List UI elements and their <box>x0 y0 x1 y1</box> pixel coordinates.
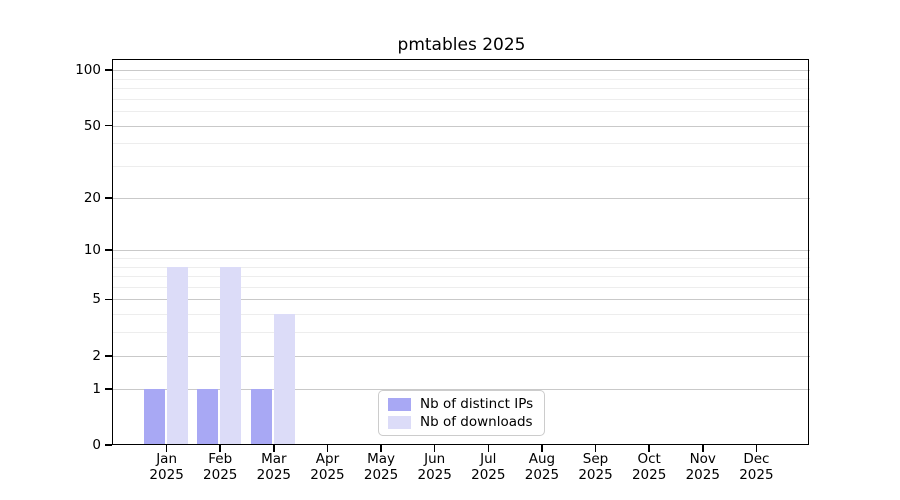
gridline-minor <box>113 332 810 334</box>
gridline-minor <box>113 276 810 278</box>
legend-item-distinct-ips: Nb of distinct IPs <box>388 396 536 412</box>
legend-item-downloads: Nb of downloads <box>388 414 536 430</box>
y-tick-label: 0 <box>92 437 101 453</box>
legend-label-distinct-ips: Nb of distinct IPs <box>420 396 534 412</box>
gridline-major <box>113 197 810 199</box>
gridline-minor <box>113 314 810 316</box>
y-tick-label: 50 <box>83 117 101 134</box>
y-tick-mark <box>105 196 112 199</box>
gridline-major <box>113 250 810 252</box>
x-tick-label: Sep 2025 <box>578 451 613 483</box>
chart-title: pmtables 2025 <box>397 35 526 55</box>
y-tick-mark <box>105 354 112 357</box>
x-tick-label: Aug 2025 <box>524 451 560 483</box>
gridline-major <box>113 70 810 72</box>
y-tick-mark <box>105 387 112 390</box>
y-tick-label: 10 <box>83 242 101 259</box>
bar-nb-of-downloads-jan <box>166 266 188 445</box>
x-tick-label: Oct 2025 <box>631 451 667 483</box>
y-tick-label: 5 <box>92 291 101 308</box>
gridline-minor <box>113 257 810 259</box>
y-tick-label: 2 <box>92 347 101 364</box>
x-tick-label: Dec 2025 <box>739 451 774 483</box>
x-tick-label: Jun 2025 <box>417 451 452 483</box>
y-tick-mark <box>105 298 112 301</box>
x-tick-mark <box>594 445 597 452</box>
x-tick-label: Feb 2025 <box>203 451 238 483</box>
plot-area <box>113 60 810 445</box>
gridline-minor <box>113 266 810 268</box>
x-tick-mark <box>648 445 650 452</box>
x-tick-label: Jul 2025 <box>471 451 506 483</box>
gridline-minor <box>113 286 810 288</box>
bar-nb-of-distinct-ips-mar <box>250 388 272 445</box>
x-tick-mark <box>755 445 758 452</box>
x-tick-mark <box>487 445 490 452</box>
y-tick-mark <box>105 249 112 252</box>
gridline-minor <box>113 78 810 80</box>
x-tick-mark <box>541 445 543 452</box>
gridline-major <box>113 355 810 357</box>
x-tick-mark <box>326 445 329 452</box>
x-tick-mark <box>273 445 275 452</box>
legend-swatch-downloads <box>388 415 411 429</box>
bar-nb-of-distinct-ips-feb <box>197 388 219 445</box>
x-tick-label: Nov 2025 <box>685 451 720 483</box>
gridline-major <box>113 299 810 301</box>
y-tick-label: 20 <box>83 189 101 206</box>
x-tick-label: May 2025 <box>363 451 399 483</box>
x-tick-label: Apr 2025 <box>310 451 345 483</box>
y-tick-mark <box>105 124 112 127</box>
bar-nb-of-distinct-ips-jan <box>143 388 165 445</box>
legend-swatch-distinct-ips <box>388 397 411 411</box>
gridline-minor <box>113 98 810 100</box>
y-tick-label: 100 <box>75 62 101 79</box>
legend-label-downloads: Nb of downloads <box>420 414 533 430</box>
gridline-minor <box>113 143 810 145</box>
gridline-minor <box>113 166 810 168</box>
x-tick-mark <box>433 445 436 452</box>
y-tick-label: 1 <box>92 380 101 397</box>
gridline-minor <box>113 111 810 113</box>
gridline-major <box>113 388 810 390</box>
x-tick-label: Jan 2025 <box>149 451 184 483</box>
x-tick-mark <box>219 445 222 452</box>
x-tick-mark <box>165 445 168 452</box>
gridline-major <box>113 125 810 127</box>
x-tick-mark <box>701 445 704 452</box>
x-tick-label: Mar 2025 <box>256 451 292 483</box>
gridline-minor <box>113 88 810 90</box>
y-tick-mark <box>105 444 112 446</box>
bar-nb-of-downloads-feb <box>220 266 242 445</box>
x-tick-mark <box>380 445 382 452</box>
legend: Nb of distinct IPs Nb of downloads <box>378 390 545 436</box>
y-tick-mark <box>105 69 112 71</box>
bar-nb-of-downloads-mar <box>273 314 295 445</box>
